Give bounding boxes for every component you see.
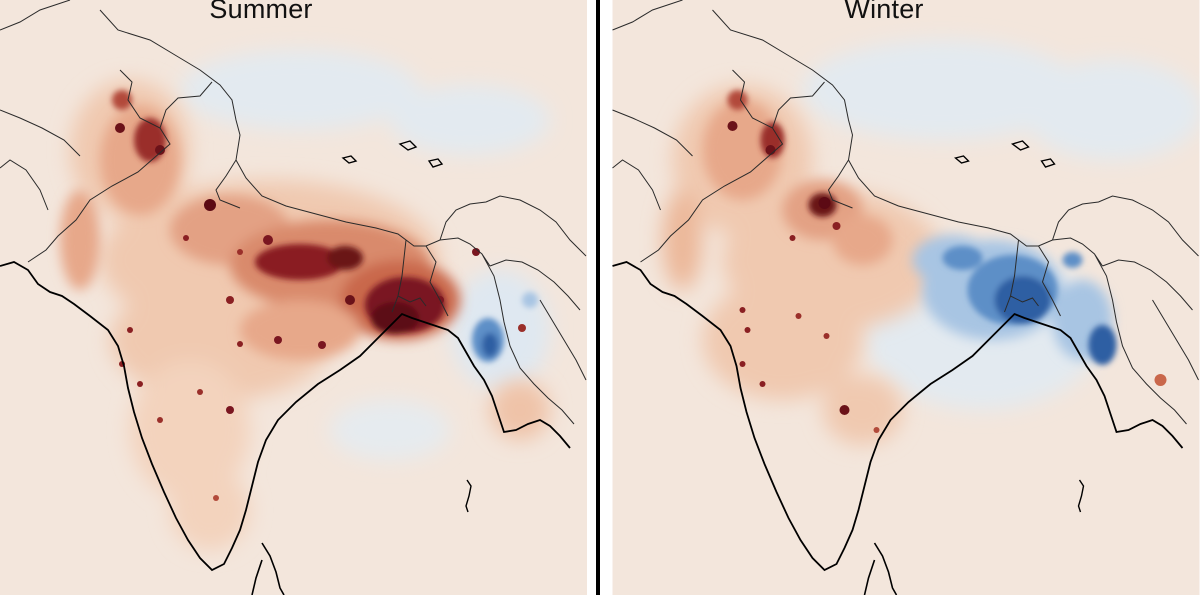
summer-map-panel: Summer bbox=[0, 0, 587, 595]
winter-map bbox=[612, 0, 1200, 595]
summer-title: Summer bbox=[209, 0, 313, 24]
blue-region bbox=[472, 292, 538, 362]
winter-map-panel: Winter bbox=[612, 0, 1200, 595]
panel-divider bbox=[596, 0, 600, 595]
winter-title: Winter bbox=[844, 0, 924, 24]
city-hotspots bbox=[115, 123, 526, 501]
pale-red-field bbox=[662, 85, 943, 445]
summer-map bbox=[0, 0, 587, 595]
city-hotspots bbox=[727, 121, 1167, 433]
dark-blue-field bbox=[942, 246, 1117, 365]
